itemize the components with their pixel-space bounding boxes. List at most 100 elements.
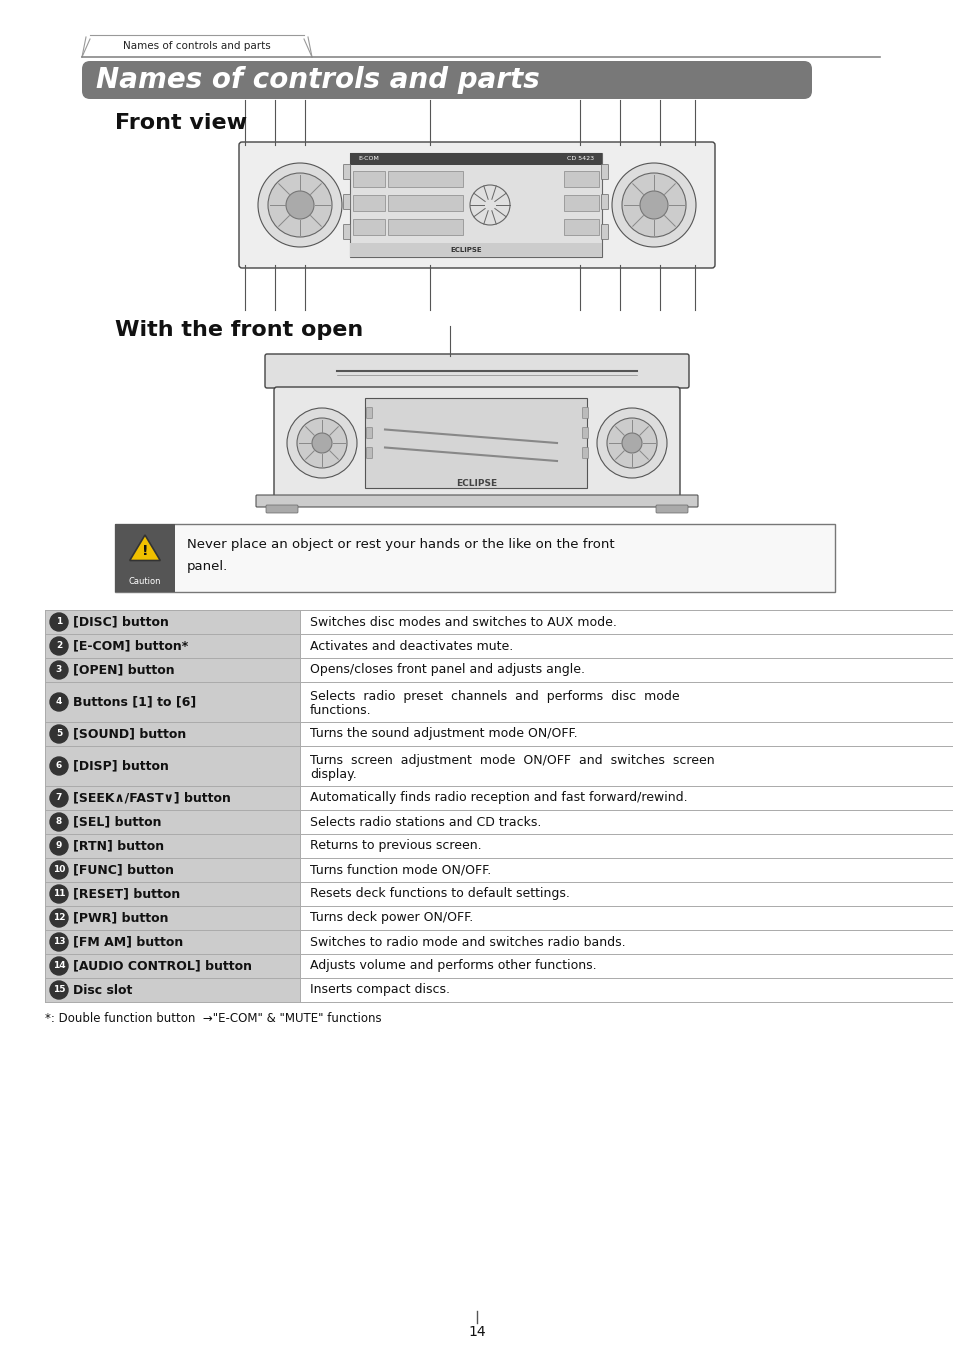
Text: !: ! [142,543,148,558]
Text: 8: 8 [56,817,62,827]
Circle shape [50,661,68,679]
Text: 5: 5 [56,729,62,738]
Text: Turns  screen  adjustment  mode  ON/OFF  and  switches  screen: Turns screen adjustment mode ON/OFF and … [310,753,714,767]
FancyBboxPatch shape [582,427,588,439]
Text: panel.: panel. [187,560,228,573]
Text: Turns deck power ON/OFF.: Turns deck power ON/OFF. [310,912,473,924]
FancyBboxPatch shape [45,810,299,833]
FancyBboxPatch shape [266,505,297,514]
Text: [OPEN] button: [OPEN] button [73,664,174,676]
Circle shape [639,191,667,220]
Text: 3: 3 [56,665,62,675]
Text: 11: 11 [52,889,65,898]
Circle shape [50,789,68,808]
Circle shape [286,191,314,220]
Text: 4: 4 [56,698,62,706]
Text: Selects  radio  preset  channels  and  performs  disc  mode: Selects radio preset channels and perfor… [310,690,679,703]
FancyBboxPatch shape [656,505,687,514]
Circle shape [50,813,68,831]
Text: Activates and deactivates mute.: Activates and deactivates mute. [310,640,513,653]
Text: With the front open: With the front open [115,320,363,340]
FancyBboxPatch shape [45,858,299,882]
Text: Names of controls and parts: Names of controls and parts [123,41,271,51]
Circle shape [612,163,696,247]
FancyBboxPatch shape [45,906,299,930]
FancyBboxPatch shape [82,61,811,99]
Text: 6: 6 [56,762,62,771]
FancyBboxPatch shape [45,659,299,682]
Text: Turns the sound adjustment mode ON/OFF.: Turns the sound adjustment mode ON/OFF. [310,728,577,740]
Text: [E-COM] button*: [E-COM] button* [73,640,188,653]
Text: display.: display. [310,768,356,780]
FancyBboxPatch shape [388,195,462,211]
Text: ECLIPSE: ECLIPSE [450,247,481,253]
Text: [DISP] button: [DISP] button [73,760,169,772]
FancyBboxPatch shape [563,220,598,234]
Circle shape [50,860,68,879]
FancyBboxPatch shape [45,682,299,722]
Text: Never place an object or rest your hands or the like on the front: Never place an object or rest your hands… [187,538,614,551]
Text: Switches to radio mode and switches radio bands.: Switches to radio mode and switches radi… [310,935,625,948]
Text: CD 5423: CD 5423 [566,156,594,161]
Text: Caution: Caution [129,577,161,585]
Text: 12: 12 [52,913,65,923]
FancyBboxPatch shape [45,954,299,978]
FancyBboxPatch shape [350,243,601,257]
Circle shape [621,434,641,453]
FancyBboxPatch shape [274,388,679,499]
Text: Opens/closes front panel and adjusts angle.: Opens/closes front panel and adjusts ang… [310,664,584,676]
Text: 9: 9 [56,841,62,851]
FancyBboxPatch shape [563,195,598,211]
Text: 15: 15 [52,985,65,995]
Circle shape [50,725,68,743]
Text: 13: 13 [52,938,65,947]
FancyBboxPatch shape [255,495,698,507]
Circle shape [606,417,657,467]
FancyBboxPatch shape [45,833,299,858]
FancyBboxPatch shape [350,153,601,257]
FancyBboxPatch shape [45,722,299,747]
Circle shape [50,612,68,631]
Text: [FUNC] button: [FUNC] button [73,863,173,877]
Circle shape [621,173,685,237]
FancyBboxPatch shape [365,398,586,488]
Circle shape [257,163,341,247]
FancyBboxPatch shape [343,195,350,210]
Text: Buttons [1] to [6]: Buttons [1] to [6] [73,695,196,709]
Circle shape [268,173,332,237]
FancyBboxPatch shape [601,195,608,210]
Text: [RTN] button: [RTN] button [73,840,164,852]
Circle shape [50,692,68,711]
FancyBboxPatch shape [582,447,588,458]
Circle shape [296,417,347,467]
Circle shape [50,957,68,976]
Circle shape [50,934,68,951]
Text: Front view: Front view [115,112,247,133]
Text: Inserts compact discs.: Inserts compact discs. [310,984,450,996]
FancyBboxPatch shape [343,225,350,240]
Circle shape [50,981,68,999]
FancyBboxPatch shape [45,634,299,659]
Text: E-COM: E-COM [357,156,378,161]
Text: [SOUND] button: [SOUND] button [73,728,186,740]
Text: [SEEK∧/FAST∨] button: [SEEK∧/FAST∨] button [73,791,231,805]
Text: [RESET] button: [RESET] button [73,888,180,901]
Text: 14: 14 [468,1325,485,1339]
Text: 1: 1 [56,618,62,626]
FancyBboxPatch shape [115,524,834,592]
FancyBboxPatch shape [45,747,299,786]
FancyBboxPatch shape [353,195,385,211]
FancyBboxPatch shape [45,610,299,634]
FancyBboxPatch shape [45,786,299,810]
Circle shape [50,885,68,902]
Circle shape [597,408,666,478]
Circle shape [50,757,68,775]
FancyBboxPatch shape [601,225,608,240]
FancyBboxPatch shape [601,164,608,179]
FancyBboxPatch shape [366,427,372,439]
Text: Disc slot: Disc slot [73,984,132,996]
Circle shape [50,837,68,855]
Circle shape [287,408,356,478]
Text: [SEL] button: [SEL] button [73,816,161,828]
FancyBboxPatch shape [563,171,598,187]
